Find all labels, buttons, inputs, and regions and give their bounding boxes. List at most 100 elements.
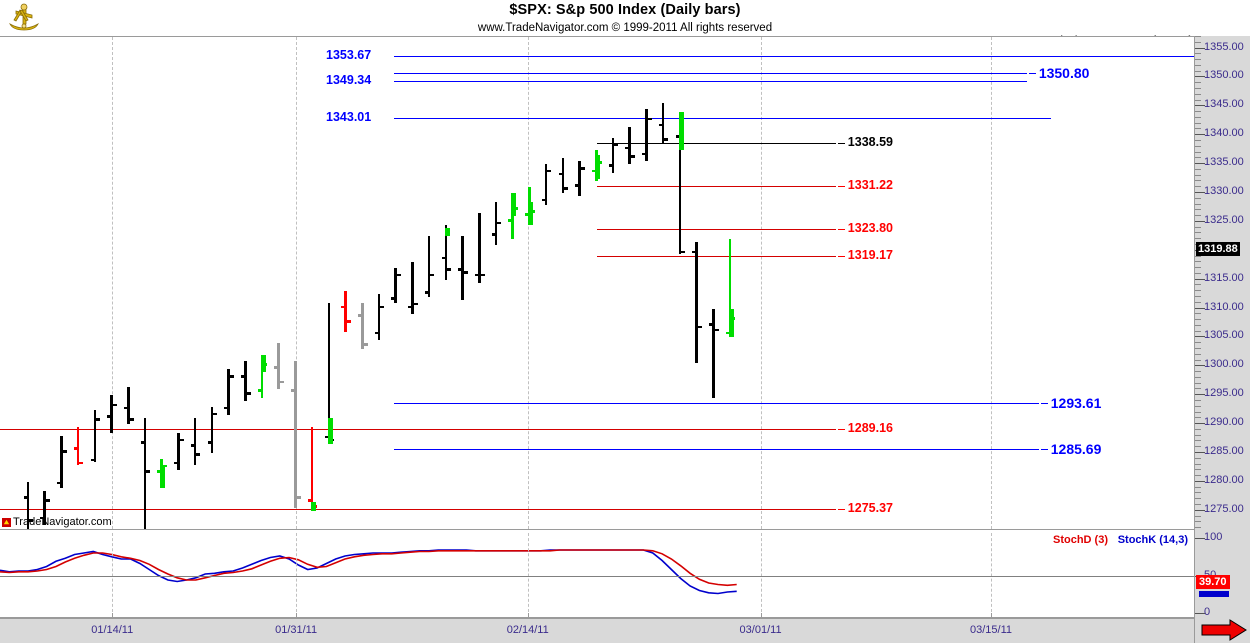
price-axis-minor-tick	[1195, 284, 1201, 286]
level-tick-icon	[1040, 449, 1048, 450]
date-axis[interactable]: 01/14/11 01/31/11 02/14/11 03/01/11 03/15/11	[0, 613, 1194, 643]
bar-range-stem	[712, 308, 715, 399]
price-axis-tick	[1195, 76, 1205, 78]
bar-open-tick	[174, 461, 179, 465]
price-level-line[interactable]	[394, 117, 1051, 119]
bar-open-tick	[458, 268, 463, 271]
price-axis-minor-tick	[1195, 53, 1201, 55]
bar-close-tick	[29, 519, 34, 523]
bar-signal-marker	[678, 112, 684, 150]
price-axis-minor-tick	[1195, 319, 1201, 321]
price-axis-minor-tick	[1195, 36, 1201, 37]
bar-range-stem	[661, 103, 665, 144]
price-axis-minor-tick	[1195, 186, 1201, 188]
bar-signal-marker	[595, 155, 600, 179]
bar-open-tick	[291, 389, 296, 393]
price-axis-minor-tick	[1195, 151, 1201, 153]
date-axis-tick	[112, 613, 114, 619]
stochastic-gridline	[991, 533, 993, 617]
price-axis-minor-tick	[1195, 463, 1201, 465]
price-level-line[interactable]	[0, 428, 836, 430]
price-axis-minor-tick	[1195, 203, 1201, 205]
price-axis-minor-tick	[1195, 434, 1201, 436]
ohlc-bar	[541, 37, 553, 529]
date-axis-tick	[760, 613, 762, 619]
stochastic-gridline	[527, 533, 529, 617]
bar-range-stem	[678, 115, 682, 254]
price-level-label: 1289.16	[847, 420, 893, 435]
price-axis-tick	[1195, 163, 1205, 165]
bar-range-stem	[93, 409, 97, 462]
level-tick-icon	[1028, 72, 1036, 74]
price-axis-minor-tick	[1195, 168, 1201, 170]
stochastic-pane[interactable]: StochD (3) StochK (14,3)	[0, 533, 1194, 618]
bar-range-stem	[143, 418, 147, 529]
ohlc-bar	[441, 37, 453, 529]
price-gridline	[112, 37, 114, 529]
date-axis-tick	[296, 613, 298, 619]
price-axis-tick	[1195, 47, 1205, 49]
bar-close-tick	[631, 155, 636, 159]
bar-close-tick	[447, 268, 452, 271]
price-axis-minor-tick	[1195, 111, 1201, 113]
bar-open-tick	[224, 406, 229, 410]
price-level-line[interactable]	[394, 56, 1194, 58]
date-axis-label: 01/14/11	[91, 624, 134, 636]
price-axis-tick	[1195, 480, 1205, 482]
ohlc-bar	[391, 37, 402, 529]
price-level-line[interactable]	[597, 185, 836, 187]
price-level-line[interactable]	[394, 72, 1027, 74]
bar-close-tick	[112, 403, 117, 407]
price-axis-minor-tick	[1195, 486, 1201, 488]
price-level-line[interactable]	[394, 403, 1039, 405]
stochastic-axis-label: 100	[1204, 531, 1223, 543]
axis-corner	[1194, 0, 1250, 36]
price-axis-minor-tick	[1195, 376, 1201, 378]
bar-close-tick	[196, 453, 201, 456]
price-level-line[interactable]	[394, 81, 1027, 83]
price-axis-label: 1280.00	[1204, 473, 1244, 486]
price-axis-minor-tick	[1195, 116, 1201, 118]
bar-range-stem	[377, 294, 381, 341]
bar-open-tick	[408, 305, 413, 309]
bar-open-tick	[207, 441, 212, 445]
price-gridline	[760, 37, 762, 529]
price-level-label: 1331.22	[847, 177, 893, 192]
stochastic-gridline	[760, 533, 762, 617]
bar-range-stem	[578, 161, 581, 196]
bar-signal-marker	[444, 227, 450, 237]
bar-range-stem	[327, 302, 331, 445]
ohlc-bar	[408, 37, 419, 529]
bar-range-stem	[193, 418, 197, 465]
price-level-line[interactable]	[394, 449, 1039, 450]
level-tick-icon	[837, 143, 845, 145]
price-level-line[interactable]	[0, 508, 836, 510]
price-axis-minor-tick	[1195, 498, 1201, 500]
bar-open-tick	[240, 375, 245, 378]
ohlc-bar	[608, 37, 620, 529]
price-axis-minor-tick	[1195, 197, 1201, 199]
bar-range-stem	[26, 481, 30, 529]
price-level-line[interactable]	[597, 255, 836, 257]
price-axis-tick	[1195, 509, 1205, 511]
scroll-forward-arrow-icon[interactable]	[1200, 619, 1248, 641]
bar-signal-marker	[528, 201, 534, 225]
level-tick-icon	[837, 428, 845, 430]
bar-range-stem	[427, 236, 431, 297]
price-axis-minor-tick	[1195, 313, 1201, 315]
price-axis[interactable]: 1355.00 1350.00 1345.00 1340.00 1335.00 1330.…	[1194, 36, 1250, 643]
level-tick-icon	[1040, 403, 1048, 405]
page-title: $SPX: S&p 500 Index (Daily bars)	[509, 2, 741, 18]
date-axis-tick	[527, 613, 529, 619]
price-axis-tick	[1195, 336, 1205, 338]
price-level-line[interactable]	[597, 143, 836, 145]
price-chart-pane[interactable]: 1353.67 1350.80 1349.34 1343.01 1338.59 1331.…	[0, 36, 1194, 530]
bar-open-tick	[525, 213, 530, 216]
price-axis-tick	[1195, 423, 1205, 425]
bar-range-stem	[344, 291, 347, 332]
price-level-line[interactable]	[597, 228, 836, 230]
price-gridline	[527, 37, 529, 529]
bar-open-tick	[541, 198, 546, 202]
bar-close-tick	[213, 412, 218, 416]
trade-navigator-logo-icon	[9, 3, 39, 31]
